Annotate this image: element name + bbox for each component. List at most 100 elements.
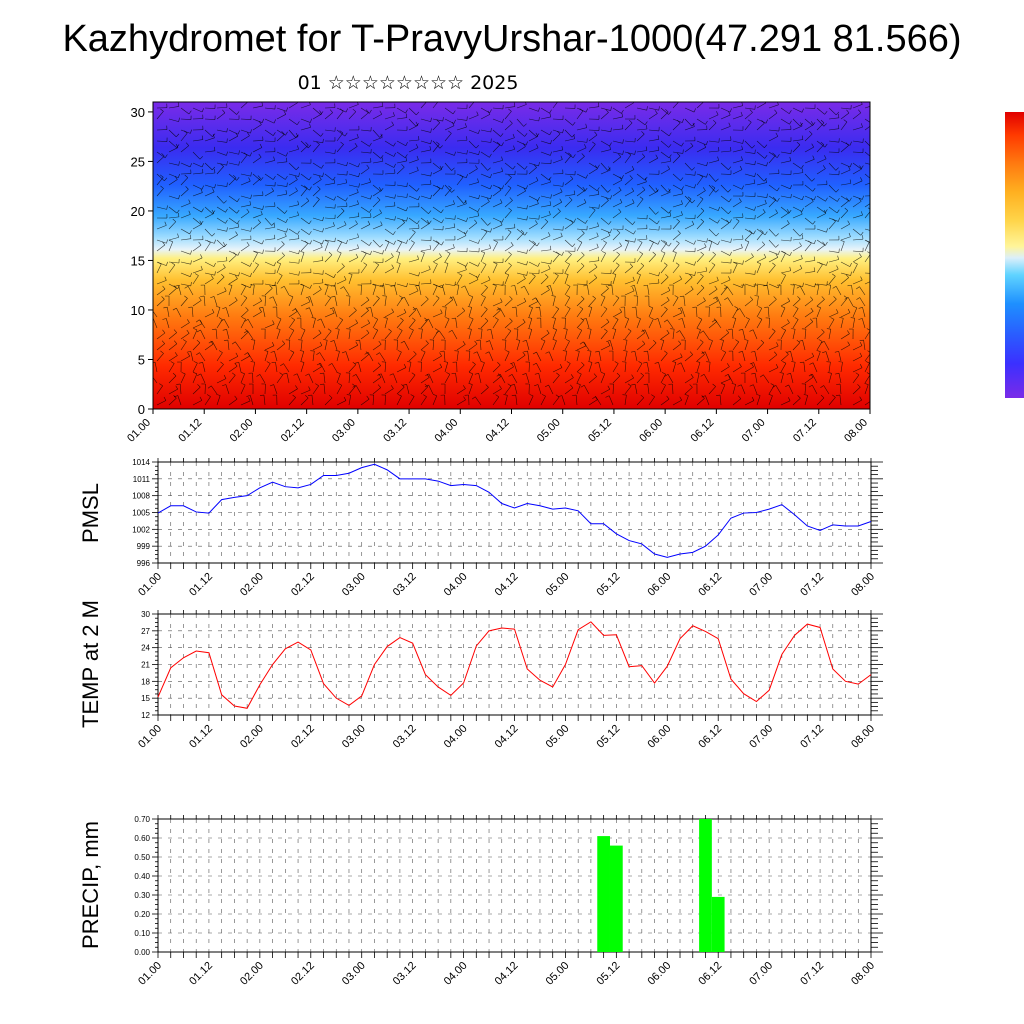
heatmap-x-tick-label: 01.12	[176, 417, 204, 445]
heatmap-x-tick-label: 08.00	[842, 417, 870, 445]
x-tick-label: 01.00	[136, 571, 164, 599]
heatmap-y-tick-label: 0	[138, 402, 145, 417]
y-tick-label: 18	[141, 677, 150, 686]
x-tick-label: 01.00	[136, 960, 164, 988]
precip-bar	[609, 845, 623, 952]
y-tick-label: 30	[141, 610, 150, 619]
x-tick-label: 06.12	[696, 571, 724, 599]
x-tick-label: 02.00	[238, 723, 266, 751]
x-tick-label: 03.12	[391, 723, 419, 751]
x-tick-label: 08.00	[849, 723, 877, 751]
x-tick-label: 07.12	[798, 723, 826, 751]
temp-ylabel: TEMP at 2 M	[78, 600, 103, 728]
x-tick-label: 03.00	[340, 571, 368, 599]
temp-panel: TEMP at 2 M 12 15 18 21 24 27 30 01.00 01.12 02.0…	[78, 600, 883, 751]
x-tick-label: 05.12	[595, 723, 623, 751]
heatmap-x-tick-label: 04.12	[484, 417, 512, 445]
x-tick-label: 03.00	[340, 960, 368, 988]
heatmap-y-tick-label: 5	[138, 352, 145, 367]
heatmap-x-tick-label: 04.00	[432, 417, 460, 445]
heatmap-y-tick-label: 20	[131, 204, 145, 219]
heatmap-x-tick-label: 07.00	[740, 417, 768, 445]
x-tick-label: 02.00	[238, 571, 266, 599]
x-tick-label: 05.12	[595, 571, 623, 599]
y-tick-label: 15	[141, 694, 150, 703]
heatmap-x-tick-label: 07.12	[791, 417, 819, 445]
y-tick-label: 0.30	[134, 891, 150, 900]
heatmap-y-axis: 0 5 10 15 20 25 30	[131, 105, 153, 417]
x-tick-label: 01.00	[136, 723, 164, 751]
x-tick-label: 04.00	[442, 960, 470, 988]
x-tick-label: 04.00	[442, 571, 470, 599]
x-tick-label: 05.00	[544, 960, 572, 988]
y-tick-label: 0.20	[134, 910, 150, 919]
y-tick-label: 1005	[132, 509, 150, 518]
x-tick-label: 08.00	[849, 960, 877, 988]
precip-ylabel: PRECIP, mm	[78, 821, 103, 949]
x-tick-label: 01.12	[187, 960, 215, 988]
x-tick-label: 07.12	[798, 960, 826, 988]
heatmap-x-tick-label: 06.00	[637, 417, 665, 445]
x-tick-label: 03.12	[391, 571, 419, 599]
x-tick-label: 03.00	[340, 723, 368, 751]
y-tick-label: 0.10	[134, 929, 150, 938]
x-tick-label: 07.00	[747, 571, 775, 599]
heatmap-x-tick-label: 05.12	[586, 417, 614, 445]
precip-bar	[597, 836, 610, 952]
y-tick-label: 999	[137, 542, 151, 551]
pmsl-panel: PMSL 996 999 1002 1005 1008 1011 1014 01.00 01.1…	[78, 458, 883, 599]
heatmap-y-tick-label: 30	[131, 105, 145, 120]
heatmap-x-tick-label: 03.00	[330, 417, 358, 445]
x-tick-label: 01.12	[187, 723, 215, 751]
x-tick-label: 04.12	[493, 723, 521, 751]
x-tick-label: 07.12	[798, 571, 826, 599]
x-tick-label: 05.12	[595, 960, 623, 988]
heatmap-x-tick-label: 01.00	[125, 417, 153, 445]
heatmap-y-tick-label: 15	[131, 253, 145, 268]
x-tick-label: 06.00	[645, 960, 673, 988]
x-tick-label: 05.00	[544, 571, 572, 599]
temp-line	[157, 621, 872, 709]
x-tick-label: 04.12	[493, 960, 521, 988]
heatmap-x-tick-label: 02.12	[279, 417, 307, 445]
heatmap-y-tick-label: 25	[131, 154, 145, 169]
x-tick-label: 08.00	[849, 571, 877, 599]
x-tick-label: 07.00	[747, 723, 775, 751]
pmsl-ylabel: PMSL	[78, 483, 103, 543]
x-tick-label: 03.12	[391, 960, 419, 988]
y-tick-label: 24	[141, 644, 150, 653]
x-tick-label: 04.12	[493, 571, 521, 599]
y-tick-label: 1008	[132, 492, 150, 501]
precip-bar	[711, 896, 725, 952]
x-tick-label: 05.00	[544, 723, 572, 751]
x-tick-label: 02.12	[289, 571, 317, 599]
x-tick-label: 06.12	[696, 723, 724, 751]
colorbar	[1005, 112, 1024, 398]
y-tick-label: 0.40	[134, 872, 150, 881]
heatmap-y-tick-label: 10	[131, 303, 145, 318]
y-tick-label: 1014	[132, 458, 150, 467]
precip-bar	[699, 819, 712, 952]
pmsl-line	[157, 463, 872, 558]
heatmap-x-tick-label: 05.00	[535, 417, 563, 445]
y-tick-label: 0.70	[134, 815, 150, 824]
y-tick-label: 0.00	[134, 948, 150, 957]
wind-barbs-overlay	[153, 102, 870, 406]
x-tick-label: 06.00	[645, 571, 673, 599]
y-tick-label: 1002	[132, 525, 150, 534]
y-tick-label: 21	[141, 661, 150, 670]
y-tick-label: 1011	[133, 475, 151, 484]
y-tick-label: 27	[141, 627, 150, 636]
x-tick-label: 02.00	[238, 960, 266, 988]
heatmap-x-axis: 01.00 01.12 02.00 02.12 03.00 03.12 04.00 04.12…	[125, 409, 871, 445]
x-tick-label: 02.12	[289, 960, 317, 988]
heatmap-x-tick-label: 02.00	[228, 417, 256, 445]
y-tick-label: 996	[137, 559, 151, 568]
x-tick-label: 06.00	[645, 723, 673, 751]
page-subtitle: 01 ☆☆☆☆☆☆☆☆ 2025	[297, 72, 519, 94]
page-title: Kazhydromet for T-PravyUrshar-1000(47.29…	[62, 18, 962, 60]
x-tick-label: 02.12	[289, 723, 317, 751]
x-tick-label: 01.12	[187, 571, 215, 599]
heatmap-x-tick-label: 06.12	[689, 417, 717, 445]
